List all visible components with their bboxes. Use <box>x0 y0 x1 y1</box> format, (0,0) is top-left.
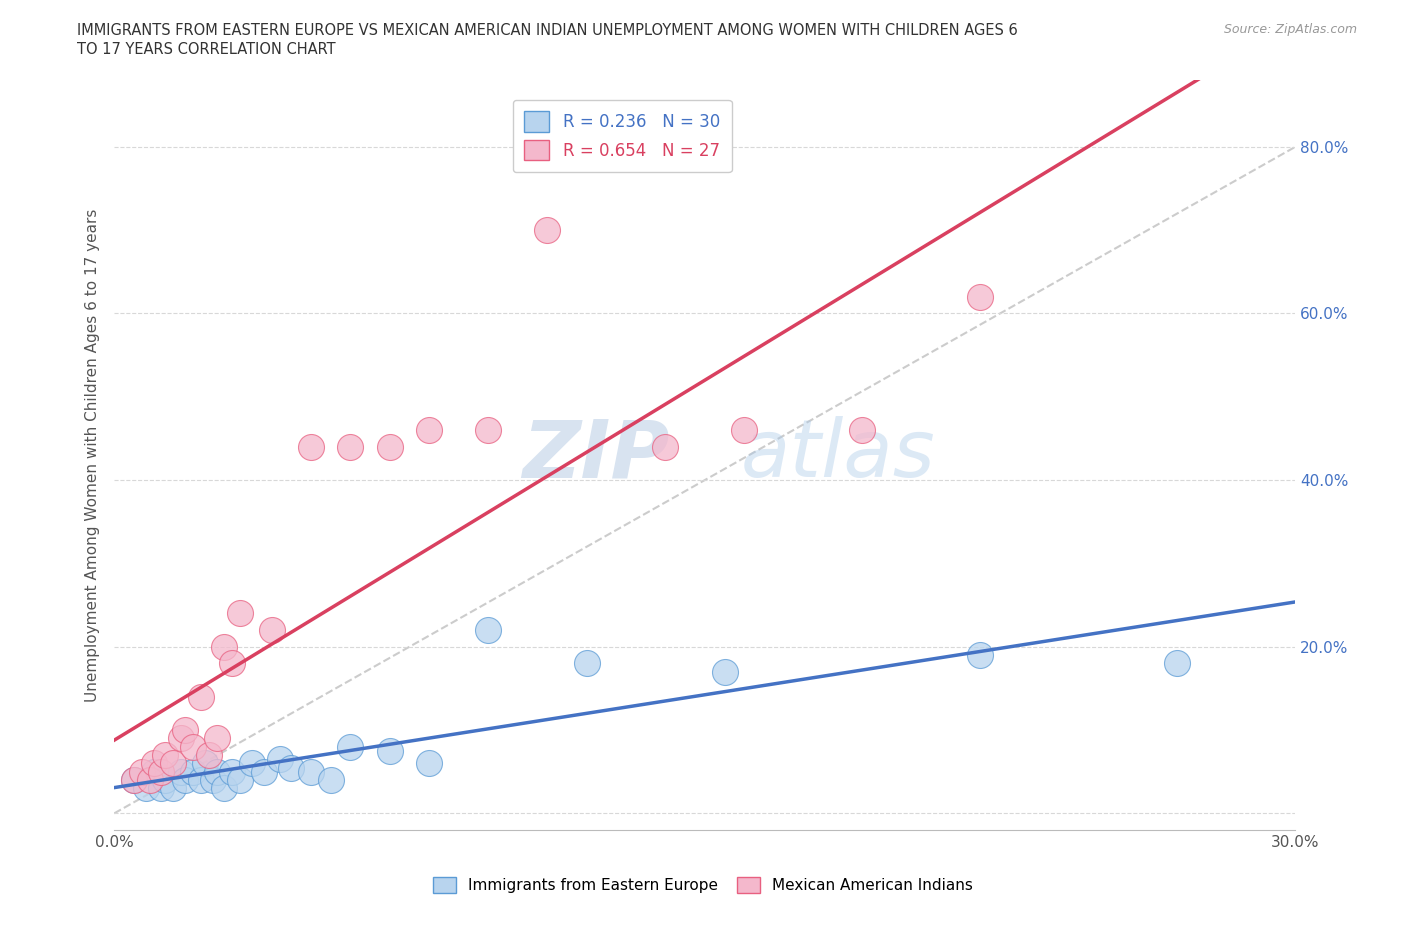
Point <box>299 439 322 454</box>
Point <box>654 439 676 454</box>
Point <box>269 751 291 766</box>
Y-axis label: Unemployment Among Women with Children Ages 6 to 17 years: Unemployment Among Women with Children A… <box>86 208 100 702</box>
Point <box>253 764 276 779</box>
Point <box>378 743 401 758</box>
Legend: Immigrants from Eastern Europe, Mexican American Indians: Immigrants from Eastern Europe, Mexican … <box>427 870 979 899</box>
Point <box>142 756 165 771</box>
Point <box>339 739 361 754</box>
Point <box>240 756 263 771</box>
Point <box>969 647 991 662</box>
Point <box>138 773 160 788</box>
Point <box>733 422 755 437</box>
Point <box>131 764 153 779</box>
Point <box>221 764 243 779</box>
Point <box>135 781 157 796</box>
Point <box>197 748 219 763</box>
Point <box>190 773 212 788</box>
Text: ZIP: ZIP <box>522 416 669 494</box>
Point <box>319 773 342 788</box>
Point <box>181 764 204 779</box>
Point <box>378 439 401 454</box>
Point <box>162 781 184 796</box>
Point <box>214 781 236 796</box>
Point <box>339 439 361 454</box>
Point <box>418 422 440 437</box>
Legend: R = 0.236   N = 30, R = 0.654   N = 27: R = 0.236 N = 30, R = 0.654 N = 27 <box>513 100 731 172</box>
Point <box>299 764 322 779</box>
Point <box>150 781 173 796</box>
Point <box>575 656 598 671</box>
Point <box>194 756 217 771</box>
Point <box>170 764 193 779</box>
Point <box>181 739 204 754</box>
Point <box>221 656 243 671</box>
Point <box>155 773 177 788</box>
Text: TO 17 YEARS CORRELATION CHART: TO 17 YEARS CORRELATION CHART <box>77 42 336 57</box>
Point <box>477 422 499 437</box>
Point <box>229 773 252 788</box>
Point <box>536 222 558 237</box>
Point <box>260 622 283 637</box>
Point <box>229 606 252 621</box>
Text: atlas: atlas <box>741 416 935 494</box>
Point <box>122 773 145 788</box>
Point <box>477 622 499 637</box>
Point <box>969 289 991 304</box>
Text: IMMIGRANTS FROM EASTERN EUROPE VS MEXICAN AMERICAN INDIAN UNEMPLOYMENT AMONG WOM: IMMIGRANTS FROM EASTERN EUROPE VS MEXICA… <box>77 23 1018 38</box>
Point <box>150 764 173 779</box>
Point <box>190 689 212 704</box>
Point <box>214 639 236 654</box>
Point <box>280 760 302 775</box>
Point <box>170 731 193 746</box>
Point <box>1166 656 1188 671</box>
Point <box>155 748 177 763</box>
Point <box>851 422 873 437</box>
Point <box>205 731 228 746</box>
Point <box>713 664 735 679</box>
Point <box>174 723 197 737</box>
Point <box>122 773 145 788</box>
Point <box>418 756 440 771</box>
Point <box>142 764 165 779</box>
Point <box>201 773 224 788</box>
Text: Source: ZipAtlas.com: Source: ZipAtlas.com <box>1223 23 1357 36</box>
Point <box>174 773 197 788</box>
Point <box>205 764 228 779</box>
Point <box>162 756 184 771</box>
